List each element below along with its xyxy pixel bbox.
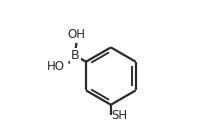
Text: OH: OH — [67, 28, 85, 41]
Text: SH: SH — [111, 109, 128, 122]
Text: HO: HO — [47, 60, 65, 73]
Text: B: B — [71, 49, 80, 62]
